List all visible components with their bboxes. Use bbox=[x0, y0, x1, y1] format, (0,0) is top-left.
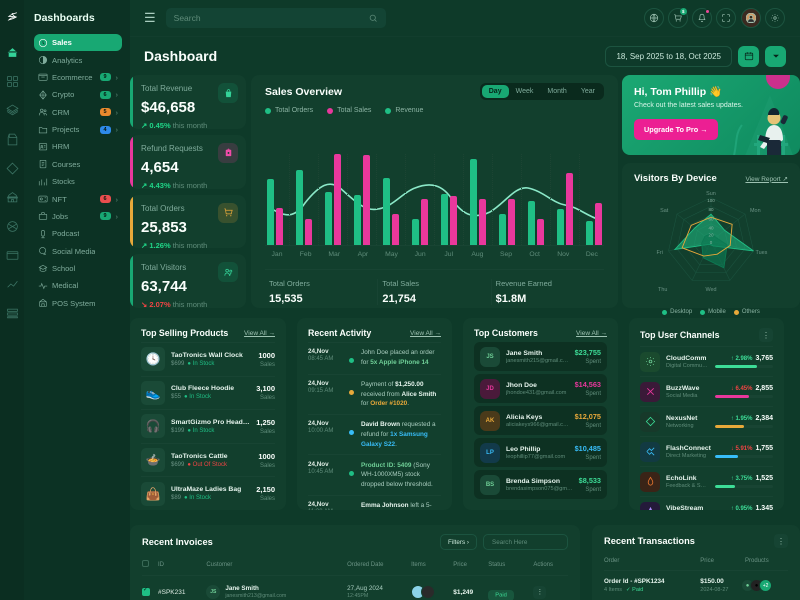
svg-text:20: 20 bbox=[708, 233, 714, 238]
svg-text:100: 100 bbox=[707, 198, 715, 203]
svg-text:Mon: Mon bbox=[750, 208, 761, 214]
svg-text:Wed: Wed bbox=[705, 287, 716, 293]
svg-text:Fri: Fri bbox=[657, 250, 663, 256]
svg-text:Tues: Tues bbox=[755, 250, 767, 256]
svg-text:40: 40 bbox=[708, 225, 714, 230]
svg-text:60: 60 bbox=[708, 216, 714, 221]
svg-text:80: 80 bbox=[708, 207, 714, 212]
svg-text:Thu: Thu bbox=[658, 287, 667, 293]
svg-text:Sat: Sat bbox=[660, 208, 669, 214]
svg-text:Sun: Sun bbox=[706, 191, 716, 197]
